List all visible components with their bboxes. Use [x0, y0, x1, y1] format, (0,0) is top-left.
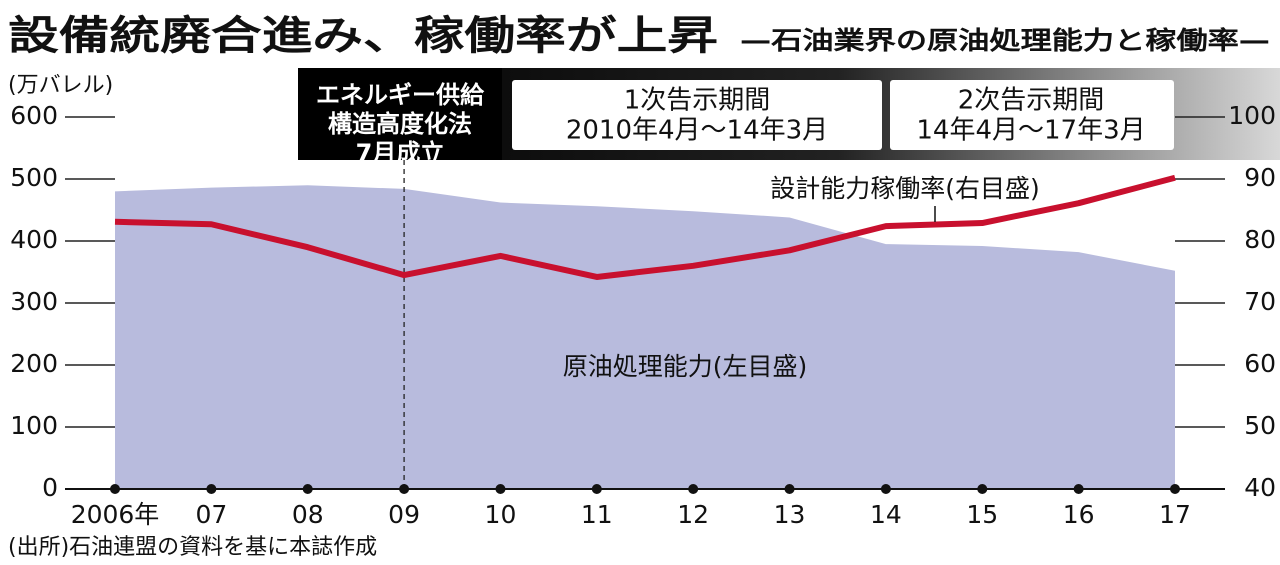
x-tick-dot: [495, 484, 506, 494]
y-tick-label: 600: [10, 101, 58, 130]
law-note: エネルギー供給: [316, 81, 485, 109]
x-tick-label: 14: [870, 500, 902, 529]
law-box: [298, 68, 502, 160]
x-tick-dot: [302, 484, 313, 494]
x-tick-label: 12: [677, 500, 709, 529]
series-label: 原油処理能力(左目盛): [563, 352, 808, 381]
x-tick-dot: [399, 484, 410, 494]
x-tick-label: 17: [1159, 500, 1191, 529]
period-range: 2010年4月〜14年3月: [566, 116, 828, 146]
y2-tick-label: 70: [1244, 287, 1276, 316]
y2-tick-label: 40: [1244, 473, 1276, 502]
y-axis-label: (万バレル): [8, 73, 113, 98]
x-tick-label: 08: [292, 500, 324, 529]
chart-title: 設備統廃合進み、稼働率が上昇: [8, 13, 718, 59]
law-note: 構造高度化法: [328, 110, 472, 138]
y2-tick-label: 90: [1244, 163, 1276, 192]
period-range: 14年4月〜17年3月: [916, 116, 1145, 146]
y2-tick-label: 60: [1244, 349, 1276, 378]
period-title: 2次告示期間: [958, 86, 1105, 116]
x-tick-dot: [591, 484, 602, 494]
x-tick-label: 11: [581, 500, 613, 529]
period-box: [512, 80, 882, 150]
y-tick-label: 0: [42, 473, 58, 502]
line: [114, 174, 1176, 280]
law-note: 7月成立: [356, 139, 445, 167]
x-tick-dot: [110, 484, 120, 494]
x-tick-label: 13: [774, 500, 806, 529]
x-tick-label: 07: [195, 500, 227, 529]
x-tick-dot: [1170, 484, 1180, 494]
series-label: 設計能力稼働率(右目盛): [770, 174, 1040, 203]
y-tick-label: 400: [10, 225, 58, 254]
area: [115, 185, 1175, 489]
x-tick-label: 15: [966, 500, 998, 529]
y2-tick-label: 100: [1228, 101, 1276, 130]
x-tick-label: 10: [485, 500, 517, 529]
x-tick-label: 2006年: [71, 500, 160, 529]
chart-subtitle: —石油業界の原油処理能力と稼働率—: [740, 26, 1270, 55]
x-tick-dot: [206, 484, 217, 494]
x-tick-dot: [784, 484, 795, 494]
period-box: [890, 80, 1174, 150]
y-tick-label: 100: [10, 411, 58, 440]
y2-tick-label: 50: [1244, 411, 1276, 440]
y-tick-label: 500: [10, 163, 58, 192]
x-tick-dot: [977, 484, 988, 494]
x-tick-dot: [688, 484, 699, 494]
y-tick-label: 300: [10, 287, 58, 316]
source-note: (出所)石油連盟の資料を基に本誌作成: [8, 535, 377, 560]
x-tick-dot: [1073, 484, 1084, 494]
x-tick-dot: [880, 484, 891, 494]
y-tick-label: 200: [10, 349, 58, 378]
period-title: 1次告示期間: [624, 86, 771, 116]
x-tick-label: 16: [1063, 500, 1095, 529]
x-tick-label: 09: [388, 500, 420, 529]
y2-tick-label: 80: [1244, 225, 1276, 254]
